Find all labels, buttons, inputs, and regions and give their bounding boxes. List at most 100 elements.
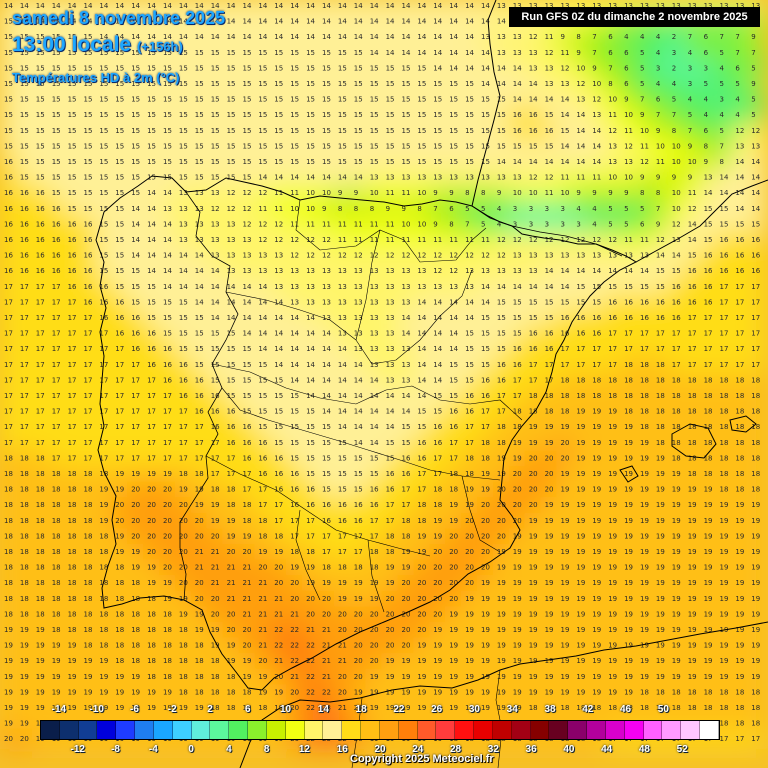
grid-value: 19 [751, 626, 760, 634]
grid-value: 14 [417, 18, 426, 26]
grid-value: 18 [704, 439, 713, 447]
grid-value: 13 [545, 64, 554, 72]
grid-value: 20 [370, 610, 379, 618]
temperature-cell [572, 200, 591, 219]
temperature-cell [286, 169, 305, 188]
grid-value: 19 [576, 595, 585, 603]
grid-value: 9 [656, 174, 660, 182]
grid-value: 15 [20, 142, 29, 150]
grid-value: 14 [147, 236, 156, 244]
grid-value: 18 [258, 704, 267, 712]
grid-value: 19 [608, 517, 617, 525]
temperature-cell [127, 29, 146, 47]
grid-value: 16 [258, 439, 267, 447]
temperature-cell [492, 200, 511, 219]
grid-value: 18 [720, 720, 729, 728]
grid-value: 18 [688, 376, 697, 384]
grid-value: 7 [608, 64, 612, 72]
grid-value: 19 [656, 501, 665, 509]
temperature-cell [461, 0, 479, 16]
grid-value: 15 [84, 111, 93, 119]
grid-value: 18 [561, 376, 570, 384]
grid-value: 15 [20, 127, 29, 135]
grid-value: 17 [513, 376, 522, 384]
grid-value: 19 [147, 688, 156, 696]
grid-value: 14 [195, 298, 204, 306]
grid-value: 4 [624, 33, 629, 41]
grid-value: 20 [465, 564, 474, 572]
temperature-cell [238, 138, 257, 156]
grid-value: 18 [640, 688, 649, 696]
temperature-cell [699, 122, 718, 141]
grid-value: 16 [4, 236, 13, 244]
grid-value: 18 [163, 642, 172, 650]
temperature-cell [365, 13, 384, 32]
grid-value: 20 [545, 486, 554, 494]
grid-value: 20 [513, 517, 522, 525]
temperature-cell [524, 154, 543, 172]
temperature-cell [302, 169, 320, 188]
grid-value: 19 [481, 626, 490, 634]
grid-value: 17 [68, 392, 77, 400]
temperature-cell [381, 13, 400, 32]
grid-value: 19 [115, 470, 124, 478]
temperature-cell [651, 185, 670, 203]
grid-value: 14 [258, 314, 267, 322]
grid-value: 16 [211, 423, 220, 431]
grid-value: 20 [258, 564, 267, 572]
grid-value: 10 [672, 189, 681, 197]
grid-value: 18 [195, 688, 204, 696]
grid-value: 19 [513, 579, 522, 587]
grid-value: 18 [656, 376, 665, 384]
grid-value: 15 [322, 64, 331, 72]
temperature-cell [508, 138, 527, 156]
grid-value: 17 [68, 408, 77, 416]
grid-value: 19 [529, 579, 538, 587]
grid-value: 13 [561, 80, 570, 88]
grid-value: 14 [306, 33, 315, 41]
grid-value: 17 [4, 439, 13, 447]
temperature-cell [15, 91, 34, 110]
grid-value: 18 [4, 564, 13, 572]
grid-value: 16 [306, 501, 315, 509]
grid-value: 14 [513, 158, 522, 166]
grid-value: 16 [52, 205, 61, 213]
temperature-cell [477, 60, 495, 78]
grid-value: 19 [720, 642, 729, 650]
grid-value: 15 [306, 96, 315, 104]
grid-value: 19 [179, 486, 188, 494]
temperature-cell [477, 138, 495, 156]
legend-swatch [436, 721, 456, 739]
grid-value: 19 [243, 657, 252, 665]
grid-value: 3 [672, 49, 676, 57]
grid-value: 18 [84, 517, 93, 525]
grid-value: 18 [195, 657, 204, 665]
grid-value: 18 [561, 704, 570, 712]
grid-value: 17 [52, 454, 61, 462]
grid-value: 12 [322, 236, 331, 244]
grid-value: 14 [147, 252, 156, 260]
grid-value: 13 [513, 49, 522, 57]
grid-value: 18 [624, 361, 633, 369]
temperature-cell [683, 169, 702, 188]
grid-value: 15 [163, 158, 172, 166]
temperature-cell [15, 169, 34, 188]
legend-swatch [379, 721, 399, 739]
temperature-cell [63, 0, 82, 16]
legend-label-top: 14 [317, 704, 329, 715]
temperature-cell [699, 107, 718, 125]
grid-value: 15 [227, 96, 236, 104]
temperature-cell [556, 122, 575, 141]
grid-value: 17 [147, 376, 156, 384]
grid-value: 20 [195, 579, 204, 587]
temperature-cell [0, 13, 18, 32]
temperature-cell [143, 91, 161, 110]
grid-value: 17 [720, 361, 729, 369]
grid-value: 8 [417, 205, 421, 213]
grid-value: 20 [338, 610, 347, 618]
temperature-cell [556, 44, 575, 63]
temperature-cell [381, 91, 400, 110]
grid-value: 19 [704, 579, 713, 587]
temperature-cell [0, 91, 18, 110]
grid-value: 20 [163, 517, 172, 525]
